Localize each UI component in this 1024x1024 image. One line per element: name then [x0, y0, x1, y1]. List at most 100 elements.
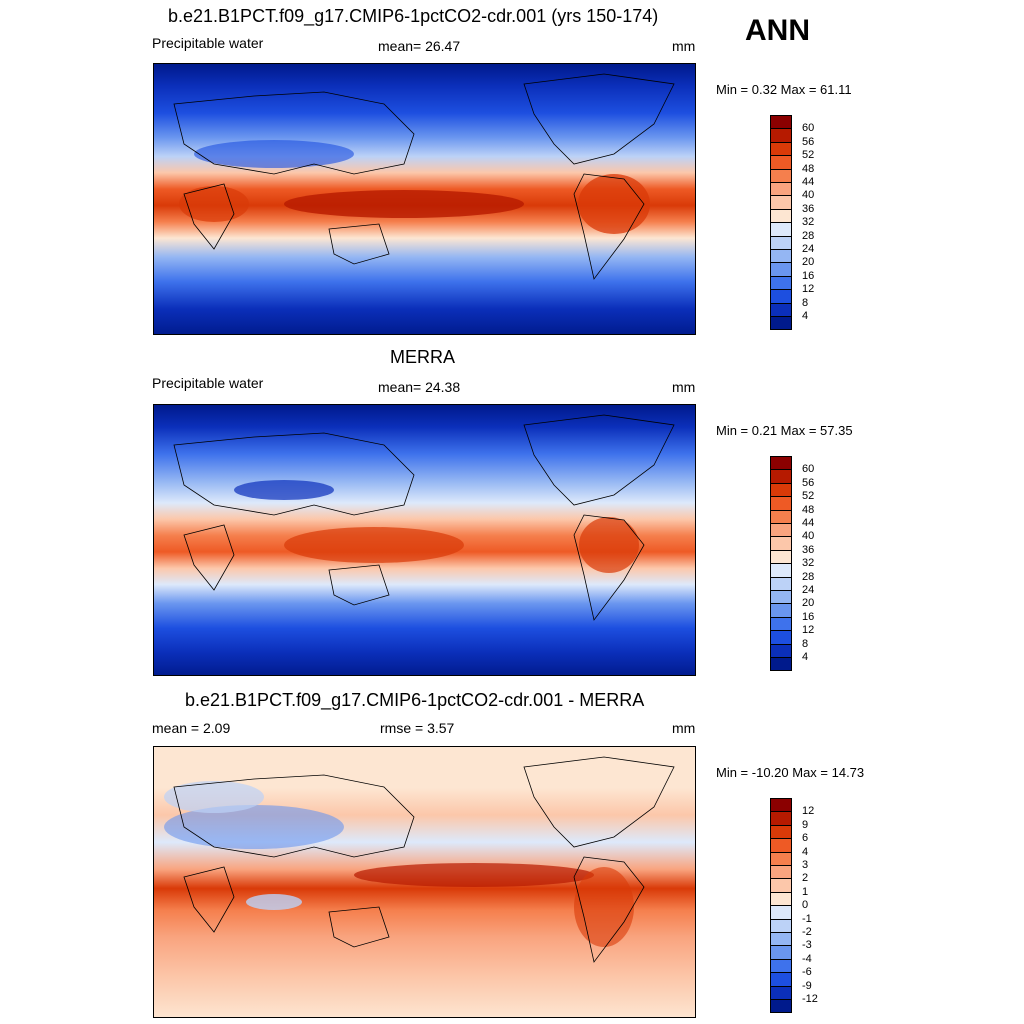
colorbar-label: 9	[802, 818, 809, 831]
colorbar-swatch	[770, 155, 792, 170]
panel-3-title: b.e21.B1PCT.f09_g17.CMIP6-1pctCO2-cdr.00…	[185, 690, 645, 710]
colorbar-label: 8	[802, 637, 809, 650]
colorbar-swatch	[770, 972, 792, 987]
colorbar-label: 40	[802, 189, 815, 202]
panel-1-units-label: mm	[672, 38, 696, 54]
colorbar-label: 0	[802, 899, 809, 912]
colorbar-swatch	[770, 128, 792, 143]
panel-1-map	[153, 63, 696, 335]
colorbar-swatch	[770, 905, 792, 920]
colorbar-label: 56	[802, 476, 815, 489]
colorbar-swatch	[770, 865, 792, 880]
panel-3-map	[153, 746, 696, 1018]
panel-3-mean-label: mean = 2.09	[152, 720, 231, 736]
colorbar-swatch	[770, 222, 792, 237]
colorbar-swatch	[770, 838, 792, 853]
panel-3-minmax: Min = -10.20 Max = 14.73	[716, 765, 865, 780]
panel-2-map-field	[154, 405, 695, 675]
colorbar-label: 36	[802, 202, 815, 215]
colorbar-swatch	[770, 603, 792, 618]
colorbar-swatch	[770, 590, 792, 605]
colorbar-label: 36	[802, 543, 815, 556]
colorbar-label: 48	[802, 503, 815, 516]
colorbar-swatch	[770, 616, 792, 632]
colorbar-swatch	[770, 891, 792, 907]
colorbar-swatch	[770, 576, 792, 591]
colorbar-swatch	[770, 985, 792, 1000]
colorbar-label: 44	[802, 176, 815, 188]
colorbar-label: 20	[802, 256, 815, 269]
colorbar-label: 12	[802, 805, 815, 818]
panel-1-variable-label: Precipitable water	[152, 35, 264, 51]
colorbar-label: 60	[802, 122, 815, 135]
colorbar-swatch	[770, 182, 792, 197]
colorbar-label: 12	[802, 283, 815, 296]
colorbar-label: -3	[802, 939, 812, 952]
colorbar-swatch	[770, 235, 792, 250]
colorbar-label: 24	[802, 243, 815, 255]
colorbar-label: -9	[802, 979, 812, 992]
colorbar-swatch	[770, 115, 792, 130]
colorbar-swatch	[770, 168, 792, 183]
colorbar-label: 52	[802, 490, 815, 503]
colorbar-label: 52	[802, 149, 815, 162]
colorbar-label: 40	[802, 530, 815, 543]
colorbar-label: 3	[802, 859, 809, 871]
colorbar-swatch	[770, 630, 792, 645]
colorbar-label: 2	[802, 872, 809, 885]
colorbar-swatch	[770, 945, 792, 960]
colorbar-swatch	[770, 275, 792, 291]
colorbar-label: -1	[802, 912, 812, 925]
panel-2-title: MERRA	[390, 347, 456, 367]
colorbar-label: 28	[802, 229, 815, 242]
colorbar-label: 4	[802, 310, 809, 322]
colorbar-label: 16	[802, 610, 815, 623]
colorbar-swatch	[770, 482, 792, 498]
colorbar-swatch	[770, 141, 792, 157]
colorbar-label: 1	[802, 885, 809, 898]
season-label: ANN	[745, 14, 810, 47]
colorbar-label: 4	[802, 845, 809, 858]
colorbar-label: 44	[802, 517, 815, 529]
colorbar-label: 32	[802, 216, 815, 229]
colorbar-label: 60	[802, 463, 815, 476]
colorbar-swatch	[770, 798, 792, 813]
colorbar-label: 6	[802, 832, 809, 845]
panel-2-mean-label: mean= 24.38	[378, 379, 461, 395]
colorbar-label: 20	[802, 597, 815, 610]
panel-3-map-field	[154, 747, 695, 1017]
colorbar-swatch	[770, 316, 792, 331]
colorbar-label: 48	[802, 162, 815, 175]
panel-3-rmse-label: rmse = 3.57	[380, 720, 455, 736]
colorbar-swatch	[770, 289, 792, 304]
colorbar-swatch	[770, 657, 792, 672]
colorbar-label: 24	[802, 584, 815, 596]
colorbar-label: -6	[802, 966, 812, 979]
colorbar-swatch	[770, 536, 792, 551]
colorbar-label: 32	[802, 557, 815, 570]
colorbar-label: -12	[802, 993, 818, 1005]
colorbar-swatch	[770, 958, 792, 974]
colorbar-label: 56	[802, 135, 815, 148]
colorbar-swatch	[770, 549, 792, 565]
panel-1-map-field	[154, 64, 695, 334]
colorbar-swatch	[770, 523, 792, 538]
colorbar-swatch	[770, 824, 792, 840]
colorbar-swatch	[770, 878, 792, 893]
colorbar-label: -4	[802, 952, 812, 965]
panel-1-title: b.e21.B1PCT.f09_g17.CMIP6-1pctCO2-cdr.00…	[168, 6, 659, 26]
colorbar-swatch	[770, 918, 792, 933]
colorbar-swatch	[770, 932, 792, 947]
colorbar-label: 28	[802, 570, 815, 583]
colorbar-swatch	[770, 262, 792, 277]
panel-3-units-label: mm	[672, 720, 696, 736]
colorbar-swatch	[770, 811, 792, 826]
colorbar-swatch	[770, 195, 792, 210]
colorbar-swatch	[770, 208, 792, 224]
colorbar-label: 12	[802, 624, 815, 637]
colorbar-swatch	[770, 851, 792, 866]
panel-2-map	[153, 404, 696, 676]
panel-2-variable-label: Precipitable water	[152, 375, 264, 391]
panel-2-units-label: mm	[672, 379, 696, 395]
colorbar-label: 16	[802, 269, 815, 282]
